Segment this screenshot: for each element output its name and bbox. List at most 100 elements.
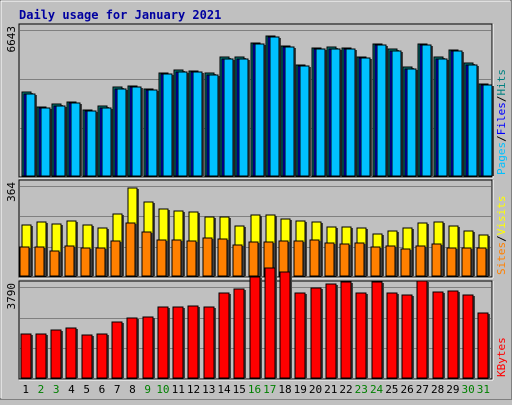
bar-sites-day-1 xyxy=(19,246,30,277)
bar-sites-day-3 xyxy=(49,250,60,277)
x-tick-label-day-4: 4 xyxy=(68,383,75,396)
x-tick-label-day-27: 27 xyxy=(416,383,429,396)
bar-sites-day-10 xyxy=(156,239,167,277)
legend-hits: Hits xyxy=(495,69,508,96)
bar-kbytes-day-23 xyxy=(355,292,367,379)
bar-pages-day-29 xyxy=(452,50,463,177)
bar-sites-day-2 xyxy=(34,246,45,277)
x-axis-labels: 1 2 3 4 5 6 7 8 9 10 11 12 13 14 15 16 17 18 19 20 21 22 23 24 2… xyxy=(22,383,490,396)
bar-kbytes-day-17 xyxy=(264,267,276,379)
bar-sites-day-24 xyxy=(370,246,381,277)
x-tick-label-day-14: 14 xyxy=(217,383,231,396)
bar-pages-day-26 xyxy=(406,68,417,177)
bar-sites-day-29 xyxy=(446,247,457,277)
x-tick-label-day-5: 5 xyxy=(83,383,90,396)
bar-kbytes-day-14 xyxy=(218,292,230,379)
legend-separator: / xyxy=(495,235,508,242)
bar-kbytes-day-21 xyxy=(325,283,337,379)
bar-kbytes-day-12 xyxy=(187,305,199,379)
legend-files: Files xyxy=(495,102,508,135)
bar-sites-day-28 xyxy=(431,243,442,277)
x-tick-label-day-23: 23 xyxy=(355,383,368,396)
bar-pages-day-7 xyxy=(116,88,127,177)
bar-sites-day-8 xyxy=(125,222,136,277)
panel-hits-legend: Pages/Files/Hits xyxy=(495,69,508,175)
bar-kbytes-day-25 xyxy=(386,292,398,379)
bar-kbytes-day-1 xyxy=(20,333,32,379)
legend-visits: Visits xyxy=(495,196,508,236)
panel-kbytes-max-label: 3790 xyxy=(5,283,18,310)
x-tick-label-day-28: 28 xyxy=(431,383,444,396)
x-tick-label-day-10: 10 xyxy=(156,383,169,396)
bar-pages-day-28 xyxy=(437,58,448,177)
bar-kbytes-day-4 xyxy=(65,327,77,379)
panel-hits-max-label: 6643 xyxy=(5,26,18,53)
bar-pages-day-24 xyxy=(376,44,387,177)
bar-pages-day-17 xyxy=(269,36,280,177)
x-tick-label-day-24: 24 xyxy=(370,383,384,396)
x-tick-label-day-16: 16 xyxy=(248,383,261,396)
chart-panels: 6643Pages/Files/Hits364Sites/Visits3790K… xyxy=(5,23,508,381)
bar-kbytes-day-24 xyxy=(371,281,383,379)
bar-kbytes-day-27 xyxy=(416,280,428,379)
bar-kbytes-day-28 xyxy=(432,291,444,379)
bar-kbytes-day-2 xyxy=(35,333,47,379)
bar-kbytes-day-6 xyxy=(96,333,108,379)
x-tick-label-day-26: 26 xyxy=(400,383,413,396)
x-tick-label-day-15: 15 xyxy=(233,383,246,396)
bar-sites-day-31 xyxy=(476,247,487,277)
bar-kbytes-day-10 xyxy=(157,306,169,379)
bar-kbytes-day-9 xyxy=(142,316,154,379)
x-tick-label-day-2: 2 xyxy=(38,383,45,396)
bar-kbytes-day-20 xyxy=(310,287,322,379)
panel-visits-legend: Sites/Visits xyxy=(495,196,508,276)
bar-pages-day-5 xyxy=(86,110,97,177)
bar-kbytes-day-5 xyxy=(81,334,93,379)
bar-pages-day-11 xyxy=(177,71,188,177)
bar-kbytes-day-15 xyxy=(233,288,245,379)
x-tick-label-day-30: 30 xyxy=(461,383,474,396)
bar-sites-day-27 xyxy=(415,245,426,277)
bar-pages-day-12 xyxy=(192,71,203,177)
bar-sites-day-4 xyxy=(64,245,75,277)
x-tick-label-day-9: 9 xyxy=(144,383,151,396)
bar-pages-day-31 xyxy=(482,84,493,177)
bar-pages-day-27 xyxy=(421,44,432,177)
x-tick-label-day-20: 20 xyxy=(309,383,322,396)
bar-sites-day-18 xyxy=(278,240,289,277)
bar-pages-day-8 xyxy=(131,86,142,177)
chart-title: Daily usage for January 2021 xyxy=(19,8,221,22)
x-tick-label-day-8: 8 xyxy=(129,383,136,396)
panel-visits: 364 Sites/Visits xyxy=(5,179,508,279)
bar-pages-day-16 xyxy=(254,43,265,177)
bar-sites-day-19 xyxy=(293,240,304,277)
panel-visits-max-label: 364 xyxy=(5,182,18,202)
bar-kbytes-day-8 xyxy=(126,317,138,379)
bar-kbytes-day-31 xyxy=(477,312,489,379)
bar-kbytes-day-11 xyxy=(172,306,184,379)
bar-sites-day-20 xyxy=(309,239,320,277)
bar-sites-day-26 xyxy=(400,248,411,277)
x-tick-label-day-7: 7 xyxy=(114,383,121,396)
bar-sites-day-30 xyxy=(461,247,472,277)
legend-pages: Pages xyxy=(495,142,508,175)
bar-sites-day-22 xyxy=(339,243,350,277)
x-tick-label-day-22: 22 xyxy=(339,383,352,396)
panel-visits-bars xyxy=(19,187,490,277)
bar-pages-day-6 xyxy=(101,107,112,177)
x-tick-label-day-29: 29 xyxy=(446,383,459,396)
bar-sites-day-9 xyxy=(141,231,152,277)
legend-kbytes: KBytes xyxy=(495,337,508,377)
bar-pages-day-3 xyxy=(55,105,66,177)
x-tick-label-day-18: 18 xyxy=(278,383,291,396)
bar-pages-day-18 xyxy=(284,46,295,177)
legend-separator: / xyxy=(495,135,508,142)
bar-pages-day-13 xyxy=(208,74,219,177)
bar-sites-day-12 xyxy=(186,240,197,277)
panel-kbytes: 3790 KBytes xyxy=(5,267,508,381)
x-tick-label-day-17: 17 xyxy=(263,383,276,396)
bar-pages-day-9 xyxy=(147,89,158,177)
bar-pages-day-21 xyxy=(330,48,341,177)
bar-kbytes-day-7 xyxy=(111,321,123,379)
